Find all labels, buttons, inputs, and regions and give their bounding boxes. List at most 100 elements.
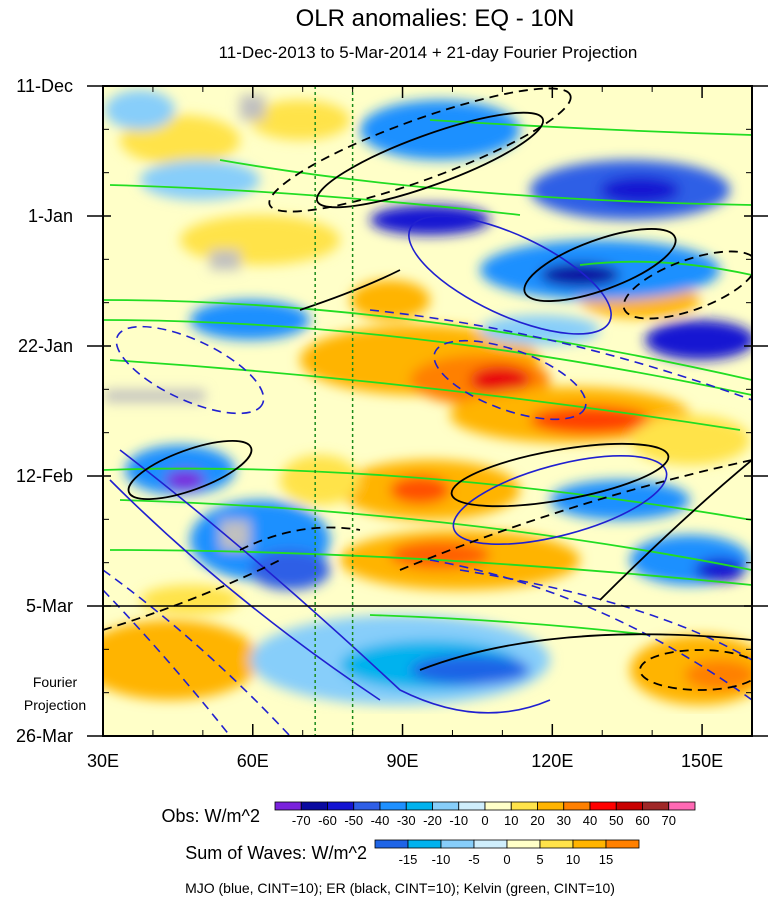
er-contour <box>299 269 401 311</box>
mjo-contour <box>115 325 265 415</box>
colorbar-swatch <box>563 801 591 811</box>
er-contour <box>622 250 752 320</box>
er-contour <box>239 526 361 551</box>
colorbar-level-label: 0 <box>481 813 488 828</box>
er-contour <box>639 649 752 691</box>
obs-blob <box>600 176 680 204</box>
kelvin-contours <box>103 119 752 636</box>
obs-blob <box>140 160 260 200</box>
missing-data-patch <box>210 250 240 270</box>
kelvin-contour <box>429 119 752 136</box>
kelvin-contour <box>579 260 752 276</box>
colorbar-level-label: 15 <box>599 852 613 867</box>
obs-blob <box>470 366 530 394</box>
x-tick-label: 150E <box>681 751 723 771</box>
kelvin-contour <box>119 499 752 571</box>
colorbar-swatch <box>458 801 486 811</box>
colorbar-swatch <box>484 801 512 811</box>
colorbar-swatch <box>300 801 328 811</box>
y-tick-label: 1-Jan <box>28 206 73 226</box>
obs-blob <box>370 205 490 235</box>
x-tick-label: 90E <box>387 751 419 771</box>
colorbar-swatch <box>374 839 409 849</box>
x-axis: 30E 60E 90E 120E 150E <box>87 86 723 771</box>
chart-title: OLR anomalies: EQ - 10N <box>296 5 575 32</box>
mjo-contour <box>103 589 231 736</box>
proj-blob <box>685 660 752 690</box>
x-tick-label: 30E <box>87 751 119 771</box>
y-tick-label: 5-Mar <box>26 596 73 616</box>
colorbar-level-label: 30 <box>557 813 571 828</box>
mjo-contour <box>109 479 381 701</box>
colorbar-swatch <box>539 839 574 849</box>
projection-label-line1: Fourier <box>33 674 78 690</box>
obs-blob <box>390 541 490 569</box>
er-contour <box>316 111 544 209</box>
obs-anomaly-field <box>105 90 752 615</box>
y-tick-label: 11-Dec <box>16 76 73 96</box>
colorbar-swatch <box>407 839 442 849</box>
colorbar-level-label: -20 <box>423 813 442 828</box>
er-contour <box>599 459 752 601</box>
obs-blob <box>165 470 205 490</box>
chart-subtitle: 11-Dec-2013 to 5-Mar-2014 + 21-day Fouri… <box>219 43 638 62</box>
colorbar-swatch <box>274 801 302 811</box>
obs-blob <box>695 558 745 582</box>
colorbar-level-label: -15 <box>399 852 418 867</box>
obs-colorbar-label: Obs: W/m^2 <box>162 806 260 826</box>
obs-blob <box>280 455 360 505</box>
obs-blob <box>180 215 340 265</box>
footer-legend: MJO (blue, CINT=10); ER (black, CINT=10)… <box>185 880 615 896</box>
colorbar-level-label: 20 <box>530 813 544 828</box>
colorbar-level-label: -10 <box>432 852 451 867</box>
projection-field <box>103 615 752 705</box>
colorbar-level-label: -5 <box>468 852 480 867</box>
obs-blob <box>105 90 175 130</box>
y-tick-label: 12-Feb <box>16 466 73 486</box>
colorbar-level-label: 5 <box>536 852 543 867</box>
obs-colorbar: -70 -60 -50 -40 -30 -20 -10 0 10 20 30 40 50 60 70 <box>274 801 696 828</box>
obs-blob <box>190 300 310 340</box>
er-contour <box>268 87 572 213</box>
mjo-contours <box>103 215 752 736</box>
obs-blob <box>645 320 752 360</box>
obs-blob <box>540 263 620 287</box>
kelvin-contour <box>109 359 741 431</box>
projection-label-line2: Projection <box>24 697 86 713</box>
y-axis: 11-Dec 1-Jan 22-Jan 12-Feb 5-Mar 26-Mar <box>16 76 768 746</box>
mjo-contour <box>429 559 752 701</box>
y-tick-label: 22-Jan <box>18 336 73 356</box>
obs-blob <box>250 550 330 590</box>
mjo-contour <box>408 215 612 335</box>
plot-area <box>103 86 752 736</box>
mjo-contour <box>103 569 291 736</box>
colorbar-swatch <box>405 801 433 811</box>
colorbar-level-label: 60 <box>635 813 649 828</box>
waves-colorbar-label: Sum of Waves: W/m^2 <box>185 843 367 863</box>
colorbar-swatch <box>572 839 607 849</box>
x-tick-label: 60E <box>237 751 269 771</box>
er-contour <box>399 459 752 571</box>
colorbar-swatch <box>510 801 538 811</box>
er-contours <box>103 87 752 691</box>
kelvin-contour <box>109 549 752 586</box>
colorbar-swatch <box>353 801 381 811</box>
x-tick-label: 120E <box>531 751 573 771</box>
obs-blob <box>390 476 450 504</box>
missing-data-patch <box>240 95 265 120</box>
mjo-contour <box>433 339 587 421</box>
er-contour <box>103 559 281 631</box>
er-contour <box>127 439 253 501</box>
colorbar-swatch <box>440 839 475 849</box>
obs-blob <box>530 406 650 434</box>
colorbar-swatch <box>589 801 617 811</box>
colorbar-level-label: -70 <box>292 813 311 828</box>
kelvin-contour <box>109 184 521 216</box>
colorbar-swatch <box>668 801 696 811</box>
colorbar-swatch <box>537 801 565 811</box>
proj-blob <box>103 620 260 700</box>
colorbar-level-label: -60 <box>318 813 337 828</box>
mjo-contour <box>369 309 752 401</box>
colorbar-level-label: 40 <box>583 813 597 828</box>
er-contour <box>523 228 677 302</box>
